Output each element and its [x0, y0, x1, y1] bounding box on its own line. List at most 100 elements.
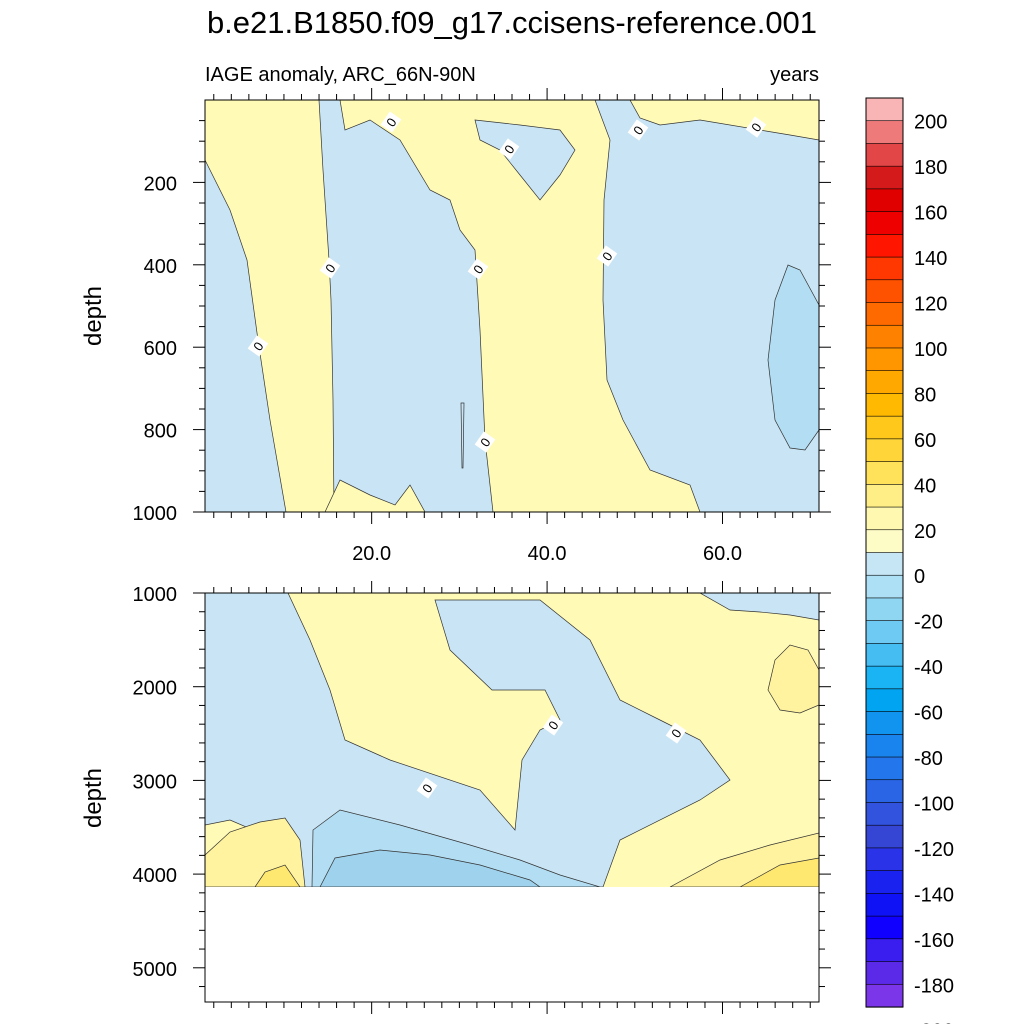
top-positive-region-1 — [205, 100, 335, 512]
colorbar-label: 120 — [914, 294, 947, 316]
colorbar-swatch — [865, 256, 904, 281]
colorbar-label: -100 — [914, 793, 954, 815]
colorbar-swatch — [865, 529, 904, 554]
panel-subtitle-left: IAGE anomaly, ARC_66N-90N — [205, 64, 476, 86]
colorbar-swatch — [865, 824, 904, 849]
colorbar-label: -180 — [914, 975, 954, 997]
top-x-tick-label: 60.0 — [703, 543, 742, 565]
bottom-contour-field — [205, 593, 819, 887]
top-contour-label: 0 — [319, 257, 341, 279]
colorbar-swatch — [865, 165, 904, 190]
colorbar-swatch — [865, 211, 904, 235]
bottom-y-tick-label: 2000 — [133, 678, 178, 700]
colorbar-label: 140 — [914, 248, 947, 270]
colorbar-swatch — [865, 893, 904, 917]
top-contour-label: 0 — [745, 116, 767, 138]
top-y-tick-label: 400 — [144, 256, 177, 278]
colorbar-label: 40 — [914, 475, 936, 497]
top-x-tick-label: 20.0 — [352, 543, 391, 565]
top-contour-label: 0 — [627, 119, 649, 141]
colorbar-label: -140 — [914, 884, 954, 906]
colorbar-swatch — [865, 302, 904, 326]
top-contour-label: 0 — [596, 245, 618, 267]
colorbar-label: 0 — [914, 566, 925, 588]
bottom-y-axis: 1000 2000 3000 4000 5000 — [133, 584, 831, 988]
colorbar-swatch — [865, 234, 904, 258]
top-contour-label: 0 — [247, 335, 269, 357]
top-contour-label: 0 — [474, 431, 496, 453]
colorbar-swatch — [865, 415, 904, 440]
colorbar-label: -200 — [914, 1021, 954, 1024]
bottom-contour-label: 0 — [416, 777, 438, 799]
colorbar-swatch — [865, 143, 904, 167]
colorbar-swatch — [865, 643, 904, 667]
colorbar-swatch — [865, 552, 904, 576]
colorbar-label: -60 — [914, 703, 943, 725]
top-contour-labels: 0 0 0 0 0 0 0 0 0 — [247, 111, 767, 453]
colorbar-swatch — [865, 597, 904, 622]
colorbar-swatch — [865, 938, 904, 963]
bottom-y-axis-label: depth — [80, 768, 107, 828]
colorbar-label: 80 — [914, 384, 936, 406]
chart-title: b.e21.B1850.f09_g17.ccisens-reference.00… — [207, 5, 817, 40]
top-negative-deep-blob — [767, 264, 819, 451]
panel-subtitle-right: years — [770, 64, 819, 86]
colorbar: 200180160140120100806040200-20-40-60-80-… — [865, 97, 954, 1024]
bottom-positive-left-core — [254, 864, 301, 887]
colorbar-label: 60 — [914, 430, 936, 452]
top-thin-streak — [460, 402, 465, 469]
bottom-contour-label: 0 — [665, 722, 687, 744]
colorbar-swatch — [865, 324, 904, 349]
colorbar-swatch — [865, 779, 904, 804]
colorbar-swatch — [865, 756, 904, 781]
top-y-tick-label: 600 — [144, 338, 177, 360]
bottom-contour-labels: 0 0 0 — [416, 714, 687, 799]
colorbar-label: 20 — [914, 521, 936, 543]
colorbar-swatch — [865, 915, 904, 940]
colorbar-label: 100 — [914, 339, 947, 361]
colorbar-swatch — [865, 983, 904, 1008]
bottom-contour-label: 0 — [542, 714, 564, 736]
colorbar-swatch — [865, 393, 904, 417]
colorbar-swatch — [865, 120, 904, 145]
bottom-x-axis — [213, 581, 811, 1014]
colorbar-swatch — [865, 847, 904, 872]
top-y-axis: 200 400 600 800 1000 — [133, 120, 831, 525]
top-y-axis-label: depth — [80, 286, 107, 346]
top-x-axis: 20.0 40.0 60.0 — [213, 88, 811, 565]
top-positive-region-4 — [324, 479, 426, 512]
top-negative-wedge — [474, 119, 576, 201]
colorbar-swatch — [865, 279, 904, 304]
colorbar-swatch — [865, 506, 904, 531]
colorbar-label: 180 — [914, 157, 947, 179]
top-x-tick-label: 40.0 — [528, 543, 567, 565]
bottom-y-tick-label: 1000 — [133, 584, 178, 606]
top-y-tick-label: 200 — [144, 173, 177, 195]
colorbar-label: -160 — [914, 930, 954, 952]
colorbar-swatch — [865, 711, 904, 735]
colorbar-swatch — [865, 484, 904, 508]
bottom-y-tick-label: 3000 — [133, 771, 178, 793]
bottom-negative-top-right — [699, 593, 819, 621]
colorbar-swatch — [865, 188, 904, 213]
colorbar-swatch — [865, 574, 904, 599]
bottom-y-tick-label: 4000 — [133, 865, 178, 887]
colorbar-swatch — [865, 802, 904, 826]
colorbar-label: -20 — [914, 612, 943, 634]
colorbar-swatch — [865, 620, 904, 644]
bottom-positive-right-blob — [767, 644, 819, 714]
top-positive-region-2 — [339, 100, 701, 512]
colorbar-swatch — [865, 961, 904, 985]
top-contour-label: 0 — [498, 138, 520, 160]
colorbar-swatch — [865, 733, 904, 758]
colorbar-swatch — [865, 370, 904, 395]
top-contour-label: 0 — [380, 111, 402, 133]
bottom-negative-level-3 — [319, 849, 541, 887]
colorbar-swatch — [865, 688, 904, 713]
colorbar-swatch — [865, 347, 904, 372]
colorbar-label: 160 — [914, 203, 947, 225]
colorbar-swatch — [865, 438, 904, 463]
colorbar-label: -80 — [914, 748, 943, 770]
top-y-tick-label: 800 — [144, 421, 177, 443]
